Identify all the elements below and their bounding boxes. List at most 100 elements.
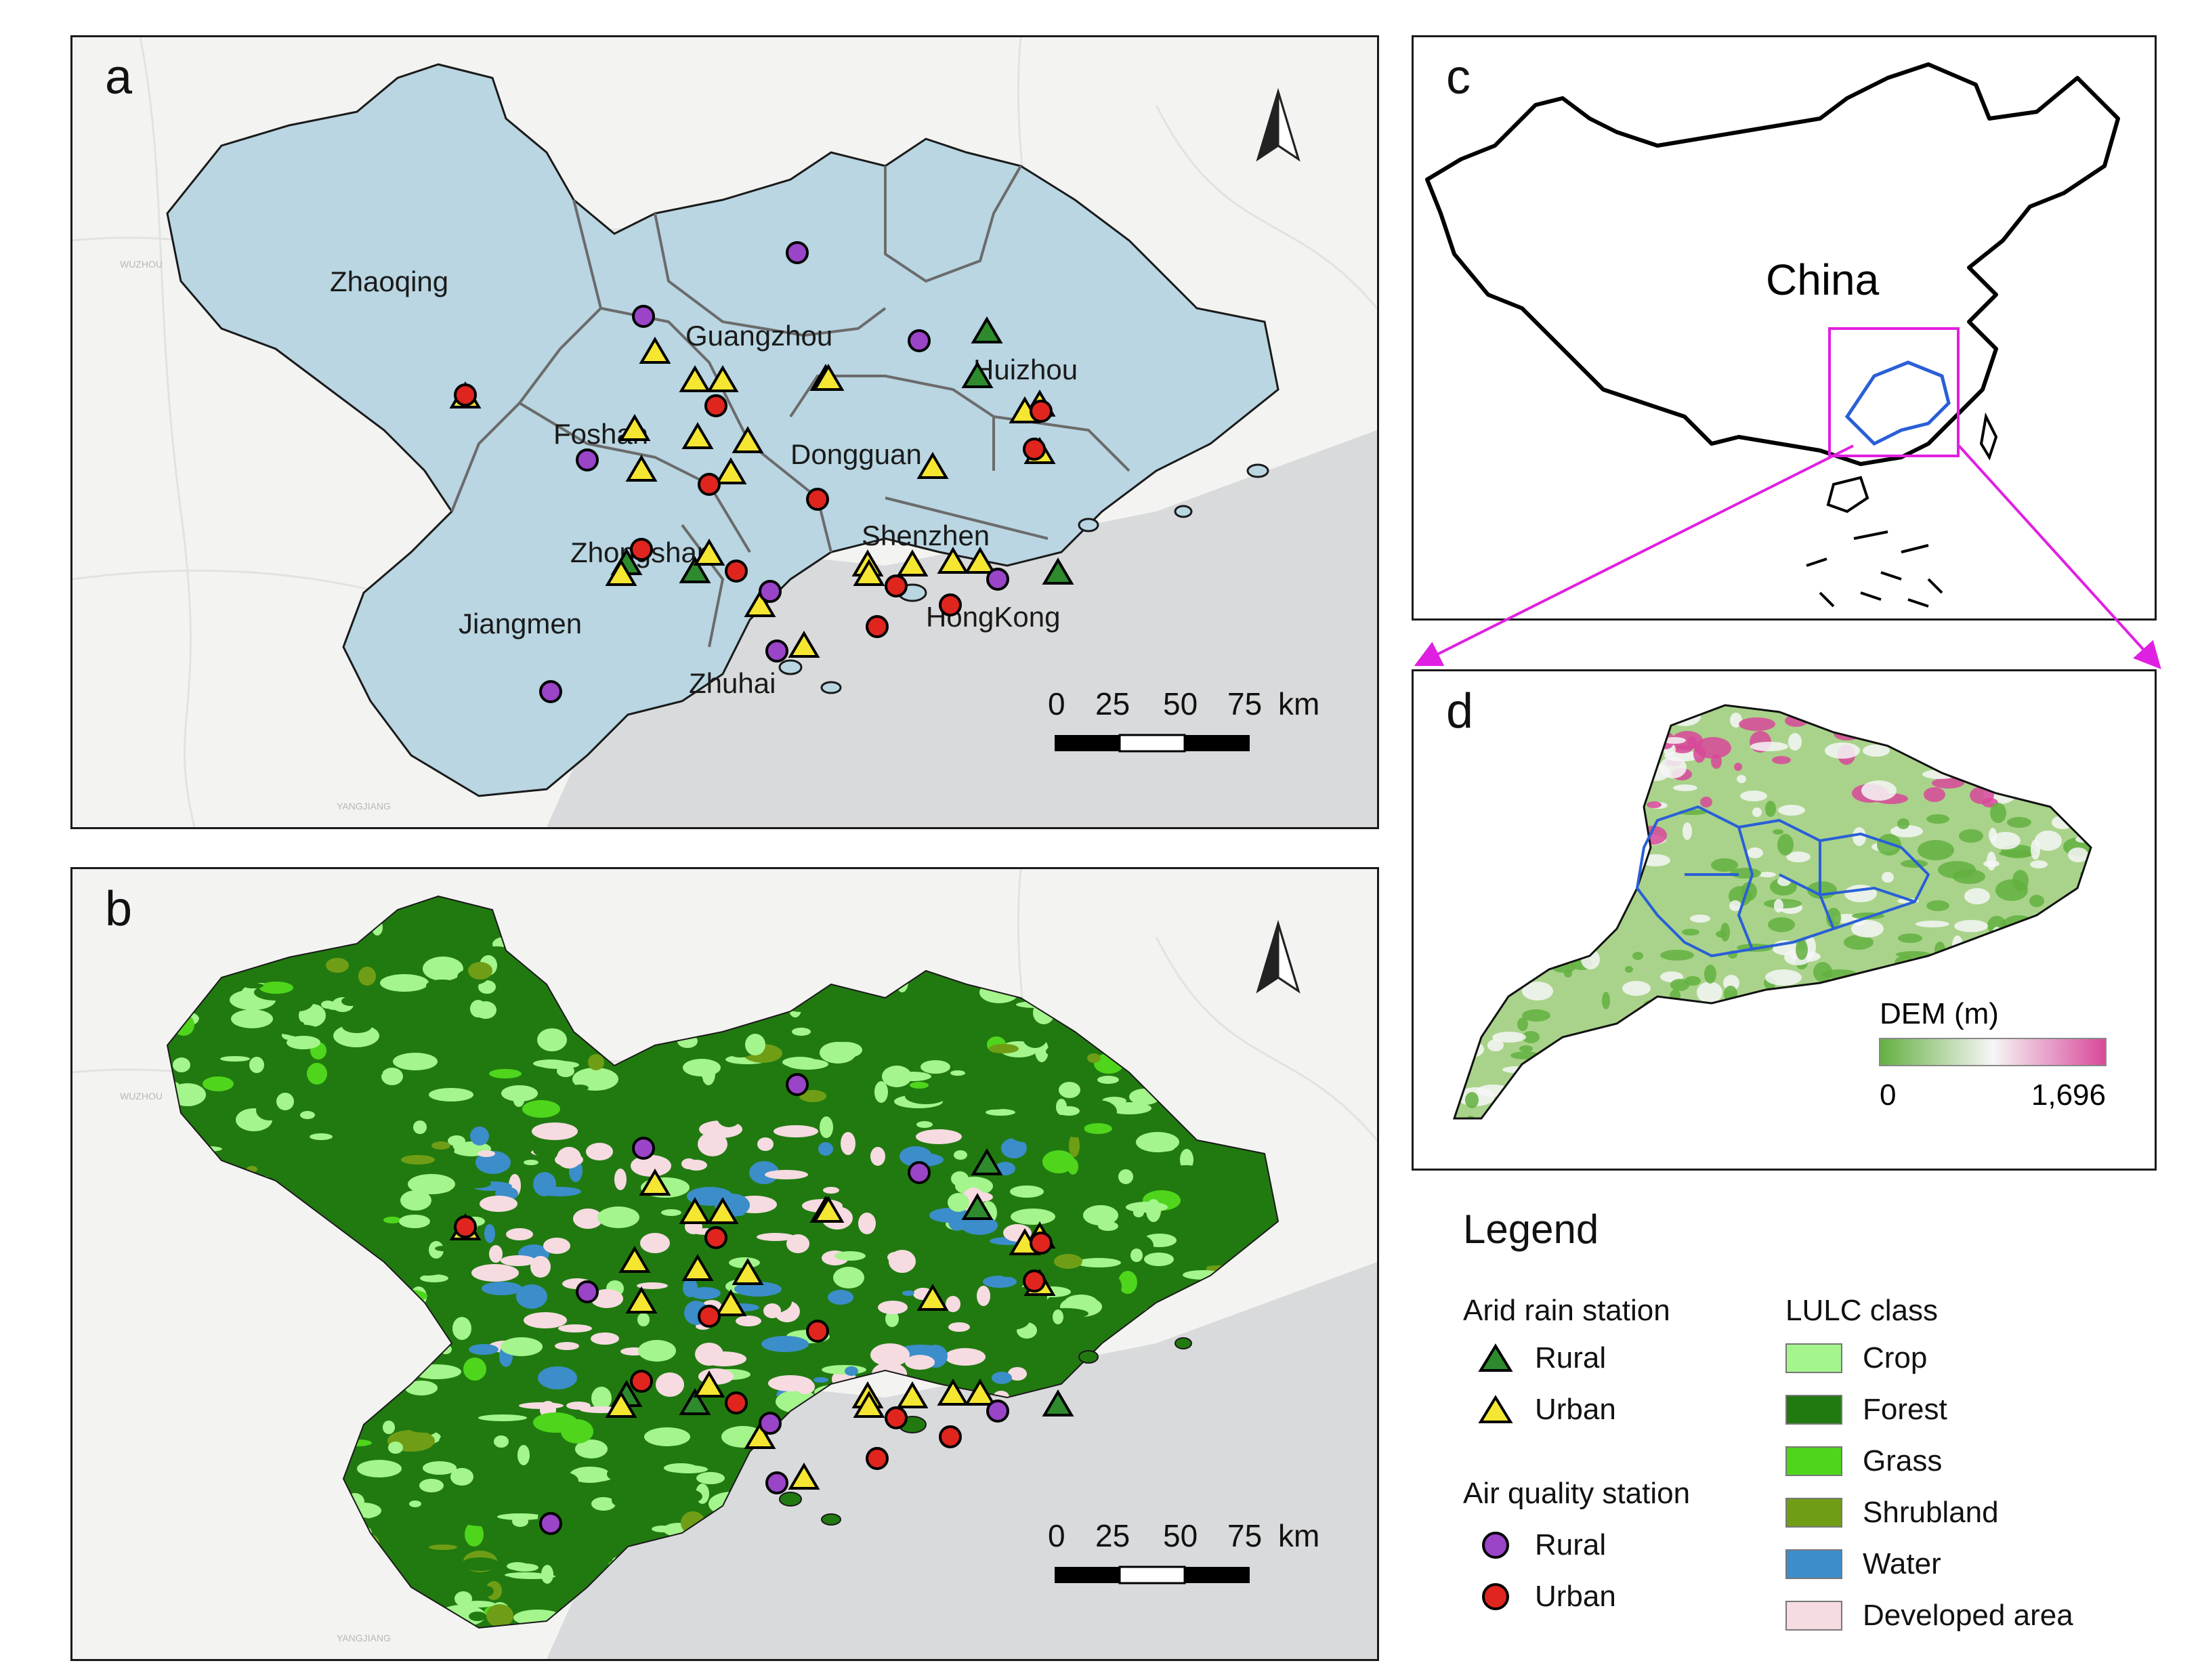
- dem-patch: [1569, 921, 1590, 931]
- lulc-patch: [782, 1057, 818, 1068]
- lulc-patch: [441, 908, 465, 924]
- rural-rain-station-marker: [971, 1148, 1003, 1175]
- dem-patch: [1454, 1026, 1469, 1042]
- dem-patch: [1926, 900, 1949, 911]
- dem-patch: [1947, 1115, 1958, 1118]
- urban-rain-station-marker: [639, 337, 671, 364]
- dem-patch: [1873, 705, 1911, 706]
- dem-patch: [1689, 1122, 1716, 1141]
- dem-patch: [1750, 742, 1788, 751]
- legend-title: Legend: [1463, 1206, 1599, 1252]
- lulc-patch: [1083, 1205, 1118, 1225]
- lulc-patch: [833, 1267, 864, 1288]
- dem-patch: [2008, 777, 2027, 791]
- lulc-patch: [478, 1150, 495, 1157]
- dem-patch: [1592, 909, 1602, 924]
- dem-patch: [1522, 982, 1553, 1001]
- lulc-patch: [1008, 1367, 1027, 1381]
- dem-patch: [1693, 745, 1706, 763]
- lulc-patch: [1129, 1167, 1152, 1188]
- lulc-patch: [505, 1572, 545, 1578]
- lulc-patch: [1010, 1185, 1044, 1198]
- dem-patch: [1581, 949, 1600, 969]
- dem-patch: [1542, 784, 1552, 802]
- lulc-patch: [341, 996, 360, 1006]
- lulc-patch: [357, 1460, 402, 1477]
- lulc-patch: [517, 1445, 530, 1465]
- dem-patch: [2092, 828, 2101, 838]
- dem-patch: [1936, 736, 1956, 746]
- dem-patch: [1454, 856, 1479, 873]
- lulc-patch: [820, 1116, 833, 1138]
- lulc-patch: [478, 1414, 527, 1421]
- urban-air-station-marker: [454, 383, 477, 406]
- dem-patch: [2053, 786, 2067, 803]
- dem-patch: [1848, 705, 1867, 707]
- dem-patch: [1510, 709, 1523, 725]
- dem-patch: [1747, 1011, 1782, 1027]
- dem-patch: [1571, 772, 1586, 779]
- dem-patch: [1624, 1056, 1659, 1072]
- urban-air-station-marker: [939, 1425, 962, 1448]
- lulc-patch: [489, 1245, 503, 1263]
- urban-rain-station-marker: [732, 426, 764, 453]
- lulc-patch: [424, 924, 435, 946]
- dem-patch: [1747, 847, 1763, 858]
- lulc-patch: [532, 1122, 578, 1140]
- dem-patch: [1898, 933, 1922, 943]
- lulc-patch: [683, 1059, 721, 1076]
- lulc-patch: [1193, 1241, 1217, 1248]
- lulc-patch: [757, 1233, 795, 1241]
- lulc-patch: [565, 1496, 581, 1519]
- dem-patch: [1622, 981, 1651, 996]
- dem-patch: [1989, 828, 1997, 843]
- lulc-patch: [1185, 1261, 1207, 1273]
- dem-patch: [2016, 973, 2041, 990]
- lulc-patch: [451, 1393, 496, 1411]
- dem-patch: [1487, 1039, 1504, 1051]
- legend-lulc-grass: Grass: [1785, 1444, 1942, 1478]
- lulc-patch: [203, 1076, 234, 1091]
- urban-air-station-marker: [1023, 1269, 1046, 1293]
- dem-patch: [1492, 1032, 1526, 1043]
- legend-air-rural: Rural: [1477, 1528, 1606, 1562]
- lulc-patch: [902, 1153, 944, 1167]
- lulc-patch: [866, 1022, 887, 1045]
- dem-max-label: 1,696: [2031, 1078, 2106, 1112]
- lulc-patch: [828, 1290, 853, 1305]
- dem-patch: [2029, 895, 2044, 907]
- dem-patch: [2016, 1097, 2029, 1108]
- lulc-patch: [478, 1448, 523, 1467]
- legend-label: Water: [1863, 1547, 1941, 1580]
- lulc-patch: [948, 1322, 970, 1332]
- dem-patch: [2034, 785, 2068, 801]
- urban-rain-station-marker: [693, 539, 725, 566]
- lulc-patch: [845, 1366, 858, 1376]
- dem-patch: [2065, 951, 2091, 965]
- urban-rain-station-marker: [679, 1197, 711, 1224]
- lulc-patch: [501, 1337, 543, 1356]
- guangdong-outline: [1452, 704, 2092, 1120]
- urban-air-station-marker: [454, 1215, 477, 1238]
- lulc-swatch: [1785, 1446, 1842, 1476]
- dem-patch: [2016, 952, 2052, 968]
- dem-patch: [1583, 707, 1596, 713]
- rural-air-station-marker: [908, 1161, 931, 1184]
- lulc-patch: [1065, 1121, 1084, 1137]
- lulc-patch: [1087, 1053, 1101, 1063]
- lulc-patch: [996, 1311, 1030, 1330]
- place-label: YANGJIANG: [337, 801, 391, 812]
- lulc-patch: [486, 1604, 513, 1627]
- lulc-patch: [419, 1479, 444, 1492]
- dem-patch: [2086, 727, 2091, 746]
- dem-patch: [1480, 1118, 1504, 1129]
- dem-patch: [1853, 827, 1866, 846]
- dem-patch: [1501, 856, 1535, 867]
- dem-patch: [1942, 761, 1965, 770]
- islands: [778, 463, 1269, 694]
- rural-air-station-marker: [576, 1280, 599, 1303]
- urban-rain-station-marker: [744, 590, 776, 617]
- lulc-patch: [870, 1343, 910, 1366]
- dem-patch: [1533, 705, 1571, 711]
- lulc-patch: [586, 1143, 613, 1160]
